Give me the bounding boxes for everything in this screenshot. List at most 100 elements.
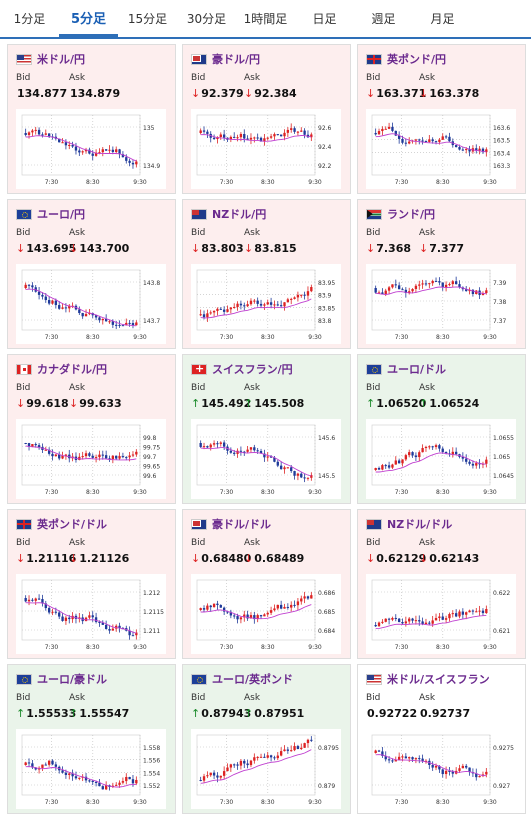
pair-name[interactable]: NZドル/ドル — [387, 518, 453, 531]
pair-name[interactable]: ユーロ/ドル — [387, 363, 447, 376]
x-tick-label: 8:30 — [261, 179, 275, 186]
rate-card[interactable]: NZドル/円 Bid Ask ↓83.803 ↓83.815 83.95 83.9… — [182, 199, 351, 349]
candlestick-chart[interactable]: 92.6 92.4 92.2 7:30 8:30 9:30 — [191, 109, 341, 189]
tab-7[interactable]: 月足 — [430, 12, 455, 26]
pair-name[interactable]: ユーロ/円 — [37, 208, 86, 221]
tab-4[interactable]: 1時間足 — [243, 12, 288, 26]
candle — [300, 747, 303, 750]
card-header[interactable]: スイスフラン/円 — [191, 362, 293, 376]
pair-name[interactable]: 英ポンド/円 — [387, 53, 447, 66]
rate-card[interactable]: ユーロ/ドル Bid Ask ↑1.06520 ↑1.06524 1.0655 1… — [357, 354, 526, 504]
rate-card[interactable]: ランド/円 Bid Ask ↓7.368 ↓7.377 7.39 7.38 7.37… — [357, 199, 526, 349]
candlestick-chart[interactable]: 0.8795 0.879 7:30 8:30 9:30 — [191, 729, 341, 809]
rate-card[interactable]: 英ポンド/円 Bid Ask ↓163.371 ↓163.378 163.6 16… — [357, 44, 526, 194]
candlestick-chart[interactable]: 1.0655 1.065 1.0645 7:30 8:30 9:30 — [366, 419, 516, 499]
candle — [233, 764, 236, 766]
rate-card[interactable]: 米ドル/スイスフラン Bid Ask 0.92722 0.92737 0.927… — [357, 664, 526, 814]
card-header[interactable]: カナダドル/円 — [16, 363, 108, 376]
candle — [263, 138, 266, 142]
candle — [269, 610, 273, 613]
card-header[interactable]: ランド/円 — [366, 208, 436, 221]
candlestick-chart[interactable]: 143.8 143.7 7:30 8:30 9:30 — [16, 264, 166, 344]
candlestick-chart[interactable]: 1.558 1.556 1.554 1.552 7:30 8:30 9:30 — [16, 729, 166, 809]
card-header[interactable]: 英ポンド/円 — [366, 53, 447, 66]
card-header[interactable]: 英ポンド/ドル — [16, 518, 108, 531]
tab-0[interactable]: 1分足 — [13, 12, 46, 26]
rate-card[interactable]: 英ポンド/ドル Bid Ask ↓1.21116 ↓1.21126 1.212 1… — [7, 509, 176, 659]
candle — [276, 134, 279, 136]
pair-name[interactable]: 豪ドル/ドル — [212, 518, 272, 531]
tab-3[interactable]: 30分足 — [186, 12, 227, 26]
candle — [391, 760, 394, 762]
rate-card[interactable]: NZドル/ドル Bid Ask ↓0.62129 ↓0.62143 0.622 0… — [357, 509, 526, 659]
tab-6[interactable]: 週足 — [371, 12, 396, 26]
card-header[interactable]: ユーロ/ドル — [366, 363, 447, 376]
card-header[interactable]: 米ドル/円 — [16, 53, 86, 66]
candlestick-chart[interactable]: 99.8 99.75 99.7 99.65 99.6 7:30 8:30 9:30 — [16, 419, 166, 499]
candle — [451, 451, 454, 455]
candlestick-chart[interactable]: 0.9275 0.927 7:30 8:30 9:30 — [366, 729, 516, 809]
card-header[interactable]: 米ドル/スイスフラン — [366, 673, 490, 686]
card-header[interactable]: ユーロ/円 — [16, 208, 86, 221]
candle — [458, 147, 461, 150]
candle — [283, 606, 286, 609]
pair-name[interactable]: スイスフラン/円 — [212, 363, 293, 376]
rate-card[interactable]: 豪ドル/円 Bid Ask ↓92.379 ↓92.384 92.6 92.4 92… — [182, 44, 351, 194]
candlestick-chart[interactable]: 145.6 145.5 7:30 8:30 9:30 — [191, 419, 341, 499]
candle — [125, 157, 128, 161]
candle — [448, 284, 451, 286]
candlestick-chart[interactable]: 135 134.9 7:30 8:30 9:30 — [16, 109, 166, 189]
pair-name[interactable]: ユーロ/豪ドル — [37, 673, 108, 686]
pair-name[interactable]: ユーロ/英ポンド — [212, 673, 294, 686]
bid-arrow-icon: ↓ — [366, 87, 376, 100]
candle — [300, 598, 303, 602]
x-tick-label: 7:30 — [395, 179, 409, 186]
candle — [111, 628, 115, 631]
rate-card[interactable]: ユーロ/円 Bid Ask ↓143.695 ↓143.700 143.8 143… — [7, 199, 176, 349]
rate-card[interactable]: スイスフラン/円 Bid Ask ↑145.492 ↑145.508 145.6… — [182, 354, 351, 504]
pair-name[interactable]: ランド/円 — [387, 208, 436, 221]
ask-value: 134.879 — [69, 87, 120, 100]
rate-card[interactable]: ユーロ/英ポンド Bid Ask ↑0.87943 ↑0.87951 0.879… — [182, 664, 351, 814]
card-header[interactable]: ユーロ/英ポンド — [191, 673, 294, 686]
candlestick-chart[interactable]: 83.95 83.9 83.85 83.8 7:30 8:30 9:30 — [191, 264, 341, 344]
candlestick-chart[interactable]: 1.212 1.2115 1.211 7:30 8:30 9:30 — [16, 574, 166, 654]
candle — [451, 771, 454, 774]
candle — [485, 771, 488, 775]
tab-1[interactable]: 5分足 — [59, 0, 118, 37]
card-header[interactable]: 豪ドル/円 — [191, 53, 261, 66]
card-header[interactable]: NZドル/ドル — [366, 518, 453, 531]
pair-name[interactable]: 米ドル/スイスフラン — [387, 673, 490, 686]
pair-name[interactable]: NZドル/円 — [212, 208, 267, 221]
rate-card[interactable]: カナダドル/円 Bid Ask ↓99.618 ↓99.633 99.8 99.7… — [7, 354, 176, 504]
candlestick-chart[interactable]: 7.39 7.38 7.37 7:30 8:30 9:30 — [366, 264, 516, 344]
candlestick-chart[interactable]: 0.686 0.685 0.684 7:30 8:30 9:30 — [191, 574, 341, 654]
candle — [24, 762, 27, 765]
bid-arrow-icon: ↓ — [191, 87, 201, 100]
x-tick-label: 7:30 — [220, 489, 234, 496]
candle — [233, 136, 236, 138]
rate-card[interactable]: ユーロ/豪ドル Bid Ask ↑1.55533 ↑1.55547 1.558 1… — [7, 664, 176, 814]
tab-5[interactable]: 日足 — [312, 12, 337, 26]
y-tick-label: 1.552 — [143, 783, 160, 790]
pair-name[interactable]: 米ドル/円 — [37, 53, 86, 66]
rate-card[interactable]: 豪ドル/ドル Bid Ask ↓0.68480 ↓0.68489 0.686 0.… — [182, 509, 351, 659]
card-header[interactable]: ユーロ/豪ドル — [16, 673, 108, 686]
pair-name[interactable]: カナダドル/円 — [37, 363, 108, 376]
card-header[interactable]: 豪ドル/ドル — [191, 518, 272, 531]
ask-label: Ask — [419, 73, 436, 83]
candle — [431, 139, 434, 142]
pair-name[interactable]: 豪ドル/円 — [212, 53, 261, 66]
chart-svg: 145.6 145.5 7:30 8:30 9:30 — [196, 424, 335, 496]
candlestick-chart[interactable]: 163.6 163.5 163.4 163.3 7:30 8:30 9:30 — [366, 109, 516, 189]
candle — [374, 468, 377, 470]
candle — [310, 739, 313, 741]
tab-2[interactable]: 15分足 — [127, 12, 168, 26]
candlestick-chart[interactable]: 0.622 0.621 7:30 8:30 9:30 — [366, 574, 516, 654]
candle — [216, 603, 219, 606]
candle — [233, 615, 236, 617]
rate-card[interactable]: 米ドル/円 Bid Ask 134.877 134.879 135 134.9 7:… — [7, 44, 176, 194]
candle — [266, 612, 269, 615]
card-header[interactable]: NZドル/円 — [191, 208, 267, 221]
pair-name[interactable]: 英ポンド/ドル — [37, 518, 108, 531]
